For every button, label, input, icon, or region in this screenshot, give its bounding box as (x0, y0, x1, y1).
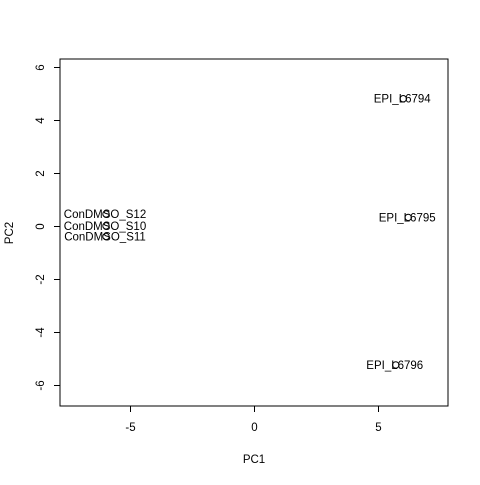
data-point (102, 222, 110, 230)
point-label: ConDMSO_S11 (64, 231, 146, 243)
x-tick-label: 5 (375, 422, 381, 434)
y-tick-label: 6 (35, 64, 47, 70)
data-point (404, 213, 412, 222)
y-tick-label: 4 (35, 117, 47, 124)
point-label: ConDMSO_S12 (64, 209, 146, 221)
data-point (399, 95, 407, 103)
point-label: EPI_L6794 (374, 94, 432, 106)
data-points (102, 95, 412, 369)
point-label: EPI_L6796 (366, 360, 423, 372)
data-point (392, 361, 400, 369)
point-label: EPI_L6795 (379, 212, 436, 224)
y-tick-label: 2 (35, 170, 47, 176)
data-point (102, 232, 110, 241)
y-tick-label: 0 (35, 223, 47, 229)
point-label: ConDMSO_S10 (64, 221, 146, 233)
y-tick-label: -2 (35, 274, 47, 284)
x-tick-label: 0 (251, 422, 257, 434)
y-tick-label: -4 (35, 327, 47, 338)
x-axis-title: PC1 (243, 454, 265, 466)
y-axis-title: PC2 (4, 222, 16, 244)
axes: -5 0 5 -6 -4 -2 0 2 4 6 (35, 58, 449, 434)
data-point (102, 210, 110, 218)
y-tick-label: -6 (35, 380, 47, 390)
x-tick-label: -5 (125, 422, 135, 434)
